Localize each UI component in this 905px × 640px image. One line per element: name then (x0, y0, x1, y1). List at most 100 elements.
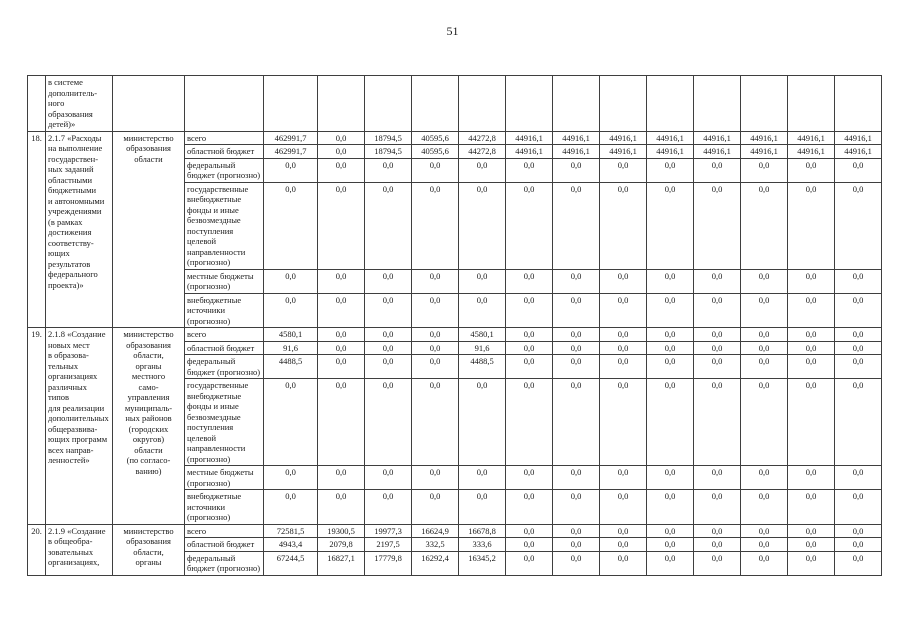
value-cell: 16345,2 (458, 550, 506, 576)
value-cell: 0,0 (317, 292, 365, 328)
description-cell: 2.1.8 «Создание новых мест в образова- т… (45, 327, 113, 525)
value-cell: 0,0 (787, 465, 835, 490)
table-row: федеральный бюджет (прогнозно) 4488,5 0,0 0… (28, 354, 882, 379)
value-cell: 0,0 (787, 157, 835, 183)
value-cell: 0,0 (505, 181, 553, 270)
value-cell: 0,0 (364, 268, 412, 294)
value-cell: 462991,7 (263, 130, 318, 145)
value-cell: 0,0 (411, 157, 459, 183)
value-cell (317, 75, 365, 132)
value-cell: 0,0 (364, 340, 412, 355)
value-cell: 19300,5 (317, 523, 365, 538)
value-cell: 0,0 (740, 268, 788, 294)
ministry-cell (112, 75, 185, 132)
value-cell: 0,0 (787, 378, 835, 466)
value-cell: 0,0 (599, 292, 647, 328)
value-cell (740, 75, 788, 132)
value-cell: 0,0 (552, 489, 600, 525)
value-cell: 40595,6 (411, 144, 459, 159)
value-cell: 0,0 (458, 465, 506, 490)
value-cell: 333,6 (458, 537, 506, 552)
value-cell: 0,0 (834, 181, 882, 270)
value-cell: 0,0 (787, 327, 835, 342)
value-cell: 0,0 (552, 550, 600, 576)
table-row: государственные внебюджетные фонды и ины… (28, 378, 882, 466)
description-cell: 2.1.9 «Создание в общеобра- зовательных … (45, 523, 113, 576)
value-cell: 0,0 (693, 537, 741, 552)
budget-type-cell: внебюджетные источники (прогнозно) (184, 292, 264, 328)
budget-type-cell: всего (184, 523, 264, 538)
value-cell: 0,0 (740, 181, 788, 270)
value-cell: 16827,1 (317, 550, 365, 576)
value-cell: 44916,1 (787, 130, 835, 145)
value-cell: 0,0 (693, 181, 741, 270)
budget-type-cell: внебюджетные источники (прогнозно) (184, 489, 264, 525)
budget-type-cell: местные бюджеты (прогнозно) (184, 465, 264, 490)
value-cell: 4580,1 (263, 327, 318, 342)
value-cell: 0,0 (263, 181, 318, 270)
ministry-cell: министерство образования области, органы… (112, 327, 185, 525)
value-cell: 0,0 (787, 537, 835, 552)
value-cell: 0,0 (364, 378, 412, 466)
value-cell: 19977,3 (364, 523, 412, 538)
value-cell: 0,0 (263, 157, 318, 183)
value-cell: 0,0 (646, 378, 694, 466)
value-cell: 0,0 (317, 130, 365, 145)
value-cell: 44916,1 (693, 130, 741, 145)
value-cell: 0,0 (552, 292, 600, 328)
value-cell: 0,0 (317, 354, 365, 379)
value-cell: 16678,8 (458, 523, 506, 538)
value-cell: 0,0 (740, 292, 788, 328)
value-cell: 0,0 (505, 340, 553, 355)
value-cell: 0,0 (263, 465, 318, 490)
value-cell: 0,0 (693, 327, 741, 342)
value-cell: 0,0 (599, 378, 647, 466)
table-row: 20. 2.1.9 «Создание в общеобра- зовательн… (27, 523, 882, 576)
value-cell: 0,0 (505, 378, 553, 466)
value-cell: 0,0 (740, 354, 788, 379)
value-cell: 0,0 (646, 465, 694, 490)
table-row: федеральный бюджет (прогнозно) 67244,5 168… (28, 550, 882, 576)
value-cell: 16624,9 (411, 523, 459, 538)
value-cell: 0,0 (411, 268, 459, 294)
budget-type-cell: государственные внебюджетные фонды и ины… (184, 181, 264, 270)
budget-type-cell: областной бюджет (184, 537, 264, 552)
value-cell: 0,0 (740, 378, 788, 466)
value-cell: 44916,1 (646, 130, 694, 145)
value-cell: 0,0 (458, 157, 506, 183)
value-cell: 0,0 (411, 292, 459, 328)
value-cell: 0,0 (834, 523, 882, 538)
value-cell: 4488,5 (458, 354, 506, 379)
value-cell: 0,0 (505, 537, 553, 552)
value-cell: 4580,1 (458, 327, 506, 342)
value-cell: 0,0 (693, 489, 741, 525)
value-cell: 44916,1 (599, 130, 647, 145)
value-cell: 0,0 (693, 523, 741, 538)
value-cell: 0,0 (646, 181, 694, 270)
value-cell: 0,0 (411, 181, 459, 270)
value-cell: 0,0 (787, 489, 835, 525)
value-cell (552, 75, 600, 132)
value-cell (364, 75, 412, 132)
page-number: 51 (446, 24, 459, 38)
value-cell: 0,0 (317, 340, 365, 355)
budget-type-cell: всего (184, 130, 264, 145)
value-cell: 0,0 (505, 523, 553, 538)
value-cell: 67244,5 (263, 550, 318, 576)
value-cell: 0,0 (787, 354, 835, 379)
value-cell: 44916,1 (552, 144, 600, 159)
value-cell: 0,0 (693, 340, 741, 355)
value-cell: 0,0 (505, 268, 553, 294)
value-cell: 44916,1 (505, 130, 553, 145)
value-cell: 0,0 (505, 292, 553, 328)
value-cell: 0,0 (317, 144, 365, 159)
value-cell (693, 75, 741, 132)
value-cell: 0,0 (693, 378, 741, 466)
budget-table: в системе дополнитель- ного образования … (27, 75, 882, 576)
value-cell: 0,0 (552, 378, 600, 466)
value-cell: 0,0 (458, 181, 506, 270)
value-cell: 0,0 (317, 157, 365, 183)
value-cell: 0,0 (364, 489, 412, 525)
value-cell: 0,0 (552, 327, 600, 342)
value-cell: 0,0 (834, 157, 882, 183)
